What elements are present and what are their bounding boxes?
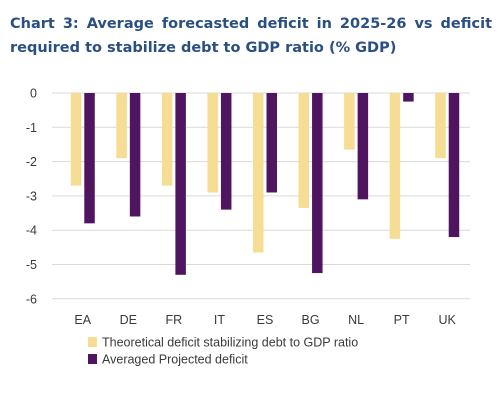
bar-ea-series-2 [84,93,95,224]
bar-uk-series-1 [435,93,446,159]
bar-de-series-1 [116,93,127,159]
legend-swatch-1 [88,337,97,347]
bar-es-series-1 [253,93,264,253]
chart-title: Chart 3: Average forecasted deficit in 2… [10,16,492,56]
y-tick-label: -4 [26,224,37,238]
x-tick-label-pt: PT [394,313,410,327]
y-tick-label: -6 [26,292,37,306]
x-axis-labels: EA DE FR IT ES BG NL PT UK [74,313,456,327]
bar-es-series-2 [266,93,277,193]
x-tick-label-bg: BG [302,313,320,327]
bar-pt-series-2 [403,93,414,102]
y-tick-label: -5 [26,258,37,272]
x-tick-label-it: IT [214,313,225,327]
legend-label-1: Theoretical deficit stabilizing debt to … [102,336,358,350]
bar-it-series-2 [220,93,232,210]
y-tick-label: -1 [26,121,37,135]
y-tick-label: -3 [26,189,37,203]
bar-fr-series-2 [175,93,186,275]
legend-swatch-2 [88,354,97,364]
y-tick-label: 0 [30,87,37,101]
bar-ea-series-1 [70,93,82,186]
x-tick-label-uk: UK [439,313,457,327]
bar-uk-series-2 [448,93,460,238]
bar-pt-series-1 [389,93,401,239]
bar-fr-series-1 [161,93,173,186]
y-tick-label: -2 [26,155,37,169]
x-tick-label-nl: NL [348,313,364,327]
bar-nl-series-2 [357,93,369,200]
bars [70,93,460,275]
x-tick-label-fr: FR [166,313,183,327]
legend: Theoretical deficit stabilizing debt to … [88,336,358,367]
bar-nl-series-1 [344,93,355,150]
x-tick-label-es: ES [257,313,274,327]
bar-bg-series-2 [312,93,323,274]
bar-de-series-2 [129,93,141,217]
y-axis-ticks: 0 -1 -2 -3 -4 -5 -6 [26,87,37,307]
x-tick-label-ea: EA [74,313,91,327]
bar-it-series-1 [207,93,218,193]
bar-bg-series-1 [298,93,310,208]
x-tick-label-de: DE [120,313,137,327]
legend-label-2: Averaged Projected deficit [102,353,248,367]
